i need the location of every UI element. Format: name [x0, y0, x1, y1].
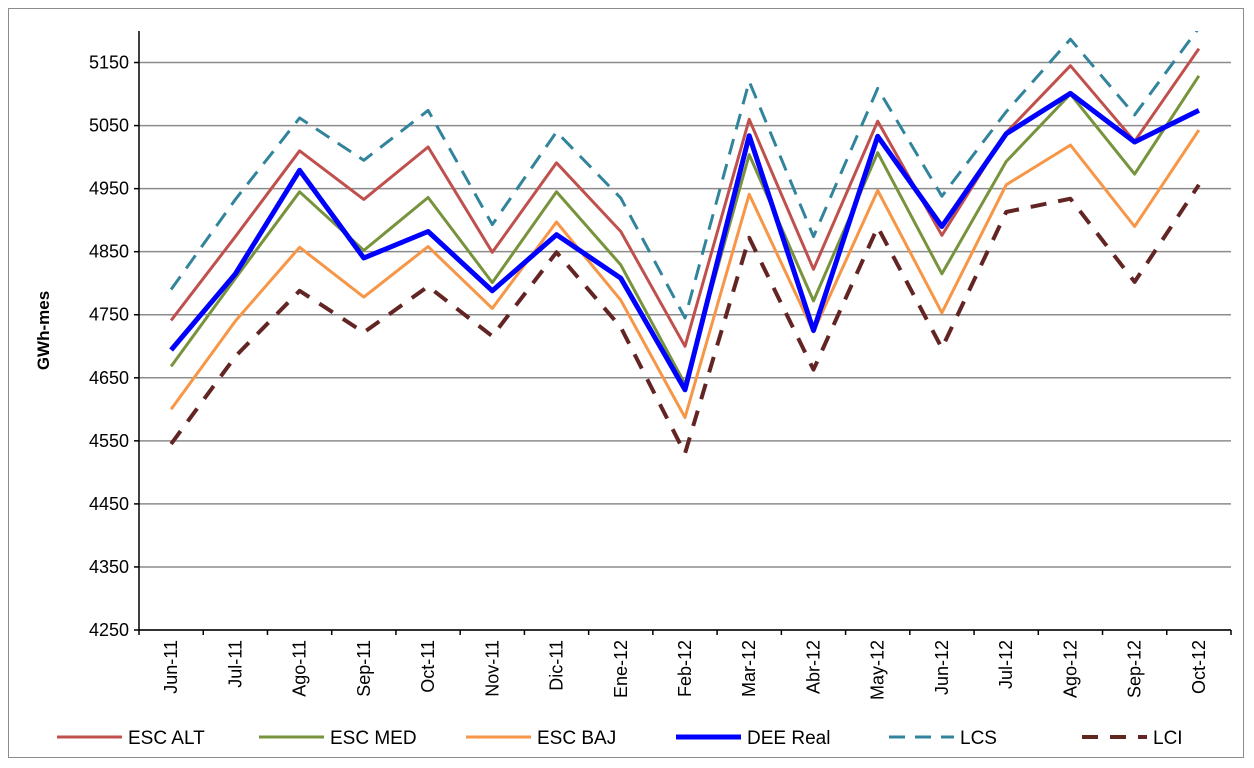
x-tick-label: Jul-12 — [996, 640, 1016, 689]
x-tick-label: Sep-11 — [354, 640, 374, 697]
y-tick-label: 4350 — [89, 557, 129, 577]
legend-label: ESC BAJ — [537, 728, 616, 749]
y-axis-title: GWh-mes — [34, 291, 53, 370]
x-tick-label: Oct-11 — [418, 640, 438, 693]
series-line-esc-baj — [169, 129, 1201, 419]
series-line-esc-alt — [169, 47, 1201, 348]
y-tick-label: 4550 — [89, 431, 129, 451]
x-tick-label: Nov-11 — [482, 640, 502, 697]
x-tick-label: Sep-12 — [1125, 640, 1145, 698]
y-tick-label: 4250 — [89, 620, 129, 640]
x-tick-label: Ago-12 — [1060, 640, 1080, 698]
x-tick-label: Jul-11 — [225, 640, 245, 688]
y-tick-label: 4850 — [89, 242, 129, 262]
series-line-lcs — [169, 31, 1199, 320]
legend-label: DEE Real — [747, 728, 830, 749]
x-tick-label: Jun-12 — [932, 640, 952, 695]
x-tick-label: Ene-12 — [611, 640, 631, 698]
x-tick-label: Ago-11 — [290, 640, 310, 697]
x-tick-label: Feb-12 — [675, 640, 695, 697]
chart-frame: 4250 4350 4450 4550 4650 4750 4850 4950 5050 5150… — [8, 8, 1244, 758]
x-tick-label: Dic-11 — [547, 640, 567, 691]
y-tick-labels: 4250 4350 4450 4550 4650 4750 4850 4950 5050 5150 — [89, 53, 129, 640]
x-tick-label: Oct-12 — [1189, 640, 1209, 694]
legend-label: ESC MED — [330, 728, 417, 749]
y-tick-label: 4750 — [89, 305, 129, 325]
series-line-esc-med — [169, 74, 1201, 386]
y-tick-label: 5050 — [89, 116, 129, 136]
x-tick-labels: Jun-11 Jul-11 Ago-11 Sep-11 Oct-11 Nov-11 Dic-… — [161, 640, 1209, 700]
legend-label: ESC ALT — [128, 728, 205, 749]
y-tick-label: 5150 — [89, 53, 129, 73]
x-tick-label: Mar-12 — [739, 640, 759, 697]
line-chart: 4250 4350 4450 4550 4650 4750 4850 4950 5050 5150… — [34, 31, 1232, 749]
y-tick-label: 4950 — [89, 179, 129, 199]
y-tick-label: 4650 — [89, 368, 129, 388]
axes — [134, 31, 1232, 635]
x-tick-label: Jun-11 — [161, 640, 181, 694]
legend-label: LCS — [960, 728, 997, 749]
y-tick-label: 4450 — [89, 494, 129, 514]
legend-label: LCI — [1153, 728, 1183, 749]
series-lines — [169, 31, 1201, 456]
x-tick-label: Abr-12 — [803, 640, 823, 694]
legend: ESC ALT ESC MED ESC BAJ DEE Real LCS LCI — [57, 728, 1183, 749]
x-tick-label: May-12 — [868, 640, 888, 700]
series-line-dee-real — [169, 90, 1201, 393]
